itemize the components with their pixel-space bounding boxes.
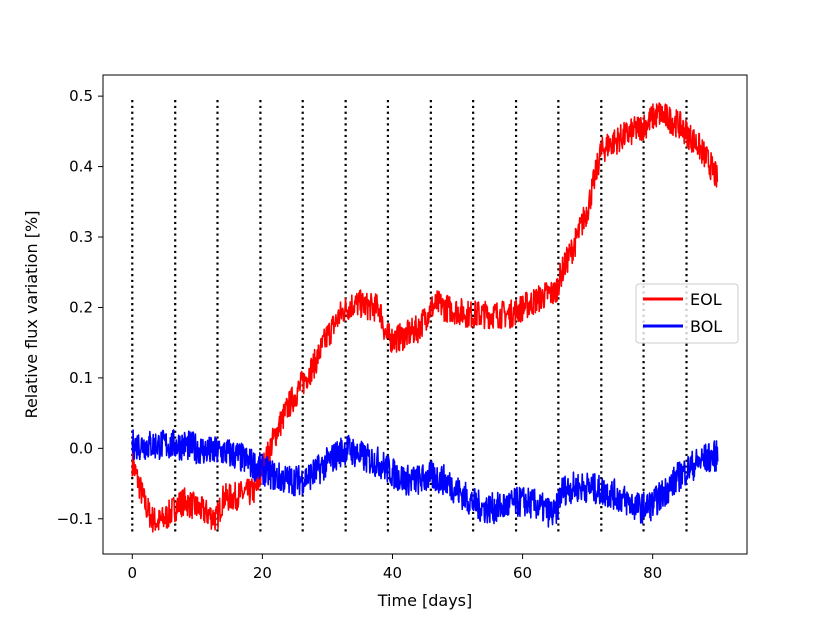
plot-frame [102, 74, 748, 555]
x-tick-label-3: 60 [513, 564, 532, 582]
y-tick-label-5: 0.4 [69, 158, 93, 176]
y-tick-label-6: 0.5 [69, 87, 93, 105]
x-tick-label-0: 0 [127, 564, 137, 582]
series-line-eol [131, 102, 719, 533]
series-line-bol [131, 429, 719, 528]
x-tick-label-1: 20 [253, 564, 272, 582]
y-axis: −0.1 0.0 0.1 0.2 0.3 0.4 0.5 [57, 87, 103, 528]
y-tick-label-0: −0.1 [57, 510, 93, 528]
legend: EOL BOL [635, 283, 739, 344]
y-tick-label-1: 0.0 [69, 439, 93, 457]
y-tick-label-2: 0.1 [69, 369, 93, 387]
y-tick-label-4: 0.3 [69, 228, 93, 246]
vertical-markers [131, 97, 688, 532]
legend-label-bol: BOL [690, 317, 722, 336]
series-layer [131, 102, 719, 533]
y-tick-label-3: 0.2 [69, 298, 93, 316]
x-tick-label-4: 80 [643, 564, 662, 582]
x-tick-label-2: 40 [383, 564, 402, 582]
legend-label-eol: EOL [690, 290, 722, 309]
x-axis: 0 20 40 60 80 [127, 554, 662, 582]
legend-box [635, 283, 739, 344]
y-axis-label: Relative flux variation [%] [22, 211, 41, 419]
x-axis-label: Time [days] [377, 591, 473, 610]
